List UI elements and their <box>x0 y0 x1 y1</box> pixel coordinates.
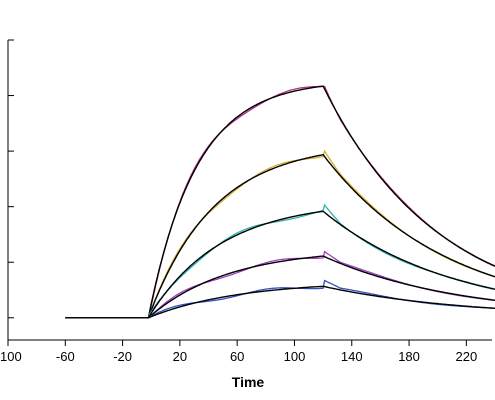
x-axis: 100 -60 -20 20 60 100 140 180 220 Time <box>0 339 492 390</box>
measured-curve-2 <box>65 149 495 319</box>
x-axis-title: Time <box>232 374 265 390</box>
x-tick-label: 60 <box>230 349 244 364</box>
x-tick-label: -60 <box>56 349 75 364</box>
x-tick-label: 220 <box>456 349 478 364</box>
x-tick-label: 180 <box>398 349 420 364</box>
y-axis-ticks <box>8 39 14 319</box>
x-tick-label: 100 <box>0 349 22 364</box>
x-tick-label: 20 <box>173 349 187 364</box>
measured-curve-5 <box>65 279 495 319</box>
fit-curve-1 <box>65 85 495 319</box>
sensorgram-curves <box>65 85 495 319</box>
fit-curve-2 <box>65 153 495 319</box>
y-axis <box>7 39 14 340</box>
x-tick-label: 140 <box>341 349 363 364</box>
x-axis-ticks: 100 -60 -20 20 60 100 140 180 220 <box>0 340 477 364</box>
measured-curve-1 <box>65 85 495 319</box>
x-tick-label: -20 <box>113 349 132 364</box>
x-tick-label: 100 <box>284 349 306 364</box>
fit-curve-5 <box>65 285 495 319</box>
fit-curve-4 <box>65 255 495 319</box>
